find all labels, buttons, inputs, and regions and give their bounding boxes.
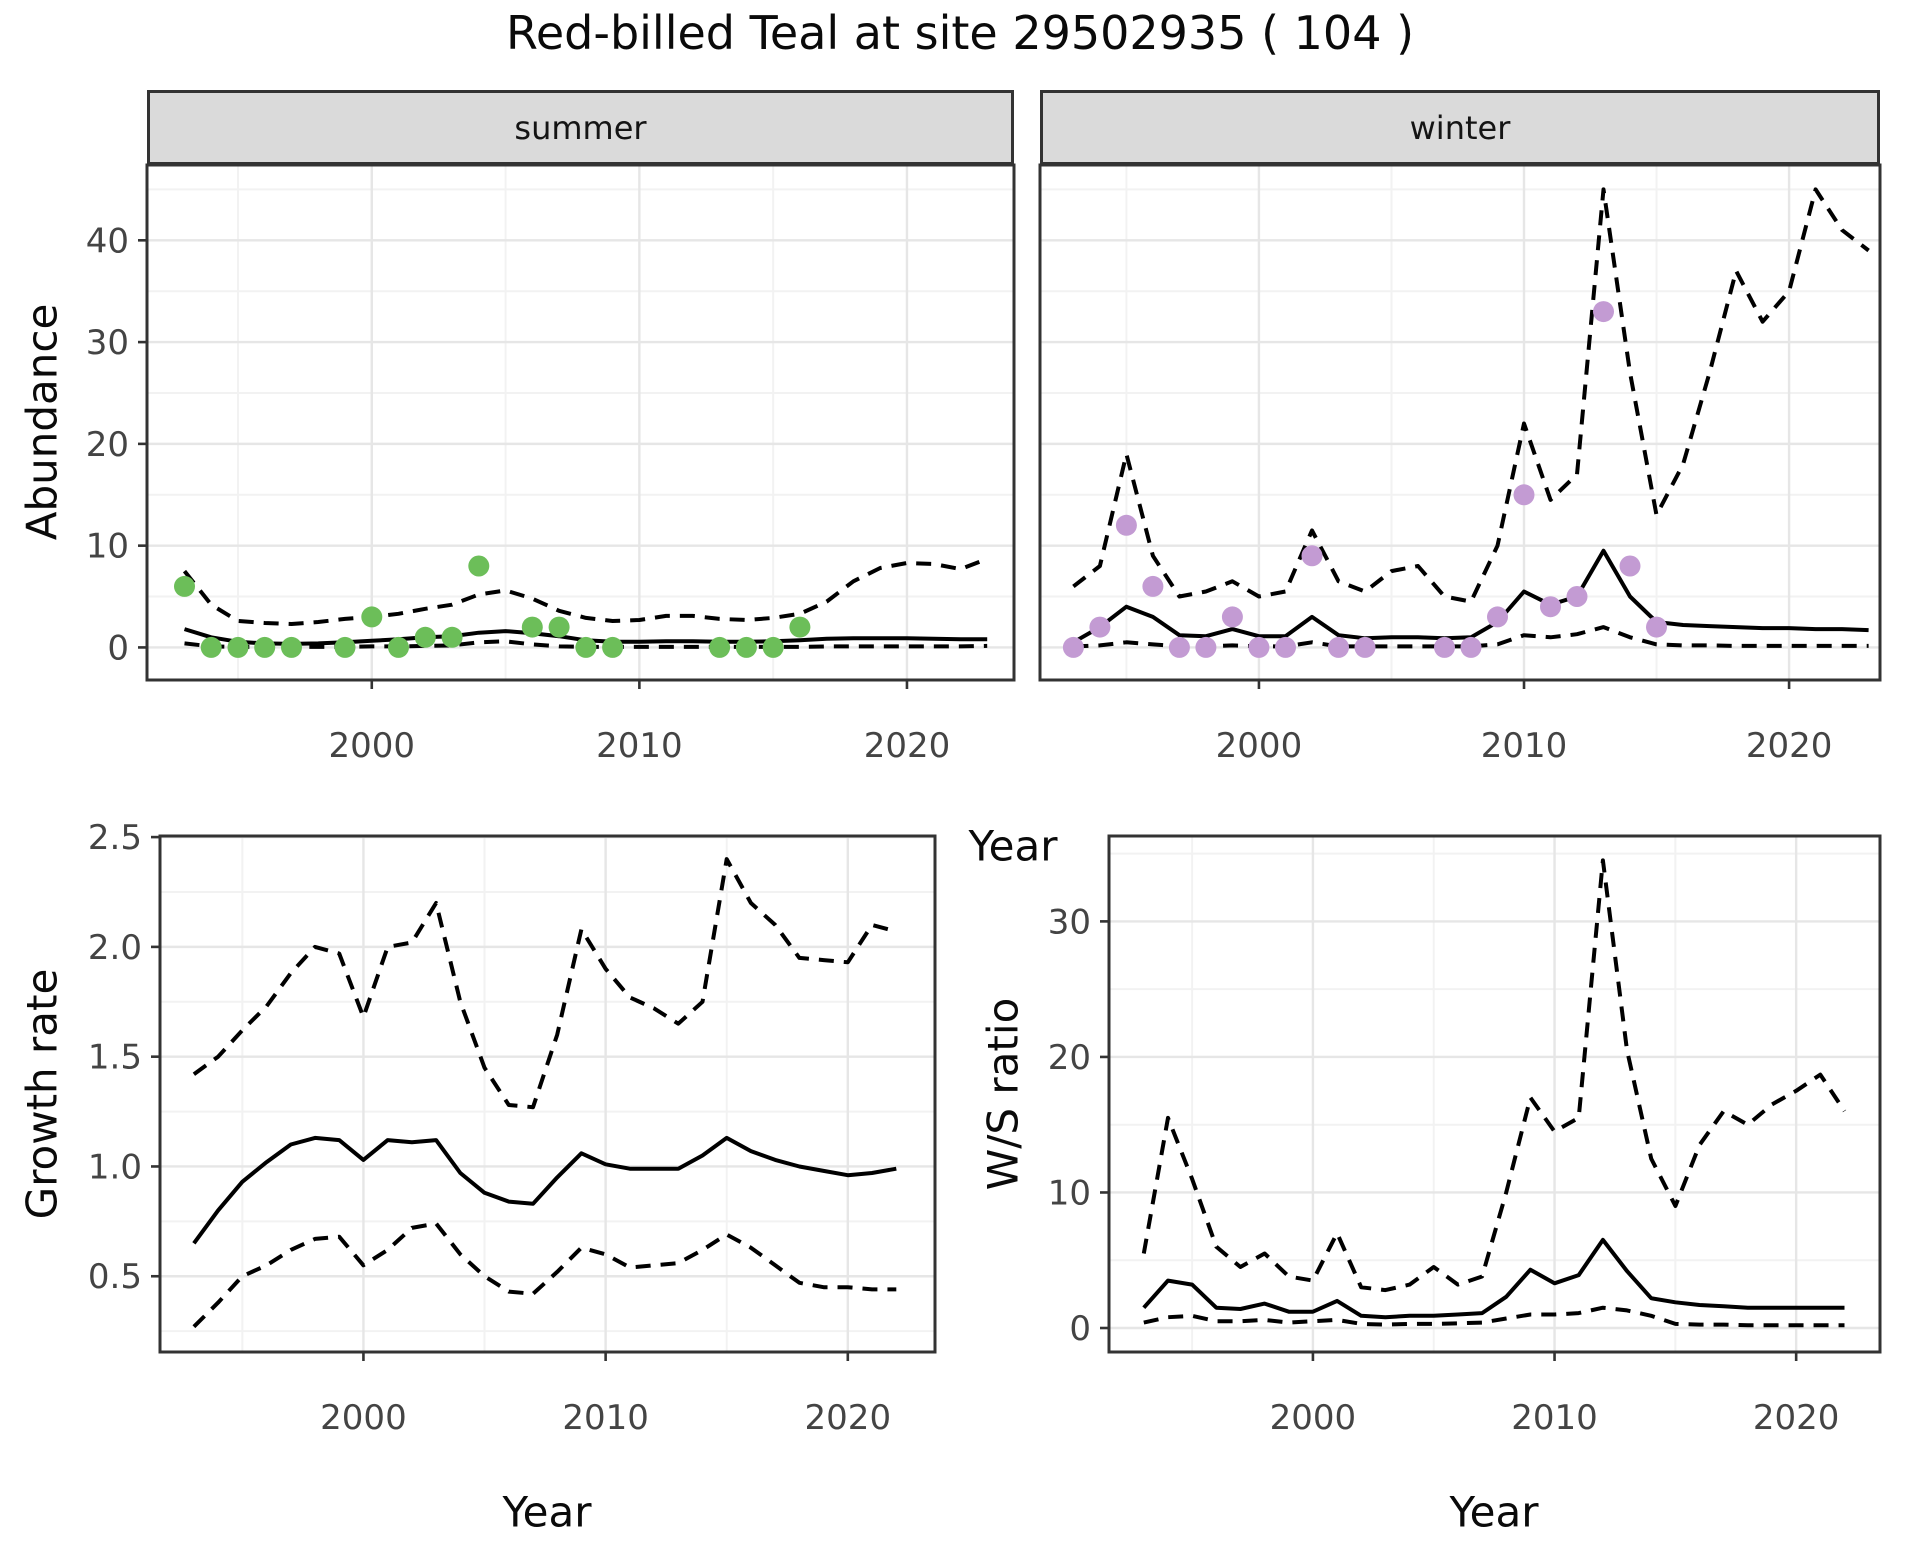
panel-border-ws_ratio bbox=[1107, 834, 1882, 1354]
panel-bg-abundance_summer bbox=[147, 165, 1014, 680]
observed-point-abundance_summer bbox=[441, 626, 463, 648]
observed-point-abundance_winter bbox=[1142, 575, 1164, 597]
observed-point-abundance_summer bbox=[468, 555, 490, 577]
panel-bg-abundance_winter bbox=[1040, 165, 1880, 680]
observed-point-abundance_winter bbox=[1540, 596, 1561, 618]
panel-border-abundance_summer bbox=[145, 163, 1016, 682]
y-tick-label: 20 bbox=[1048, 1038, 1091, 1078]
observed-point-abundance_winter bbox=[1115, 514, 1137, 536]
observed-point-abundance_summer bbox=[735, 636, 757, 658]
observed-point-abundance_winter bbox=[1566, 586, 1588, 607]
observed-point-abundance_summer bbox=[334, 636, 356, 658]
observed-point-abundance_summer bbox=[602, 636, 624, 658]
y-tick-label: 10 bbox=[86, 527, 129, 567]
y-tick-label: 2.5 bbox=[88, 818, 142, 858]
x-axis-title-year-ws: Year bbox=[1449, 1487, 1539, 1537]
x-tick-label: 2000 bbox=[1216, 726, 1303, 766]
observed-point-abundance_summer bbox=[762, 636, 784, 658]
y-tick-label: 30 bbox=[86, 323, 129, 363]
observed-point-abundance_winter bbox=[1328, 636, 1349, 658]
observed-point-abundance_summer bbox=[548, 616, 570, 638]
facet-strip-summer: summer bbox=[147, 90, 1014, 165]
series-line-model_fit-growth_rate bbox=[192, 1135, 897, 1245]
x-tick-label: 2010 bbox=[1511, 1398, 1598, 1438]
observed-point-abundance_winter bbox=[1195, 636, 1217, 658]
x-tick-label: 2020 bbox=[864, 726, 951, 766]
x-tick-label: 2020 bbox=[805, 1398, 892, 1438]
y-tick-label: 40 bbox=[86, 221, 129, 261]
x-tick-label: 2020 bbox=[1746, 726, 1833, 766]
y-axis-title-growth-rate: Growth rate bbox=[17, 968, 67, 1220]
y-tick-label: 20 bbox=[86, 425, 129, 465]
observed-point-abundance_summer bbox=[174, 575, 195, 597]
series-line-upper_95ci-abundance_summer bbox=[182, 557, 988, 626]
observed-point-abundance_winter bbox=[1354, 636, 1376, 658]
observed-point-abundance_summer bbox=[361, 606, 383, 628]
panel-border-growth_rate bbox=[158, 834, 937, 1354]
x-tick-label: 2000 bbox=[320, 1398, 407, 1438]
y-axis-title-ws-ratio: W/S ratio bbox=[978, 997, 1028, 1191]
x-tick-label: 2020 bbox=[1753, 1398, 1840, 1438]
x-tick-label: 2010 bbox=[562, 1398, 649, 1438]
observed-point-abundance_winter bbox=[1460, 636, 1482, 658]
series-line-lower_95ci-growth_rate bbox=[192, 1221, 897, 1329]
observed-point-abundance_summer bbox=[575, 636, 597, 658]
observed-point-abundance_summer bbox=[388, 636, 409, 658]
x-tick-label: 2010 bbox=[596, 726, 683, 766]
x-tick-label: 2000 bbox=[329, 726, 416, 766]
observed-point-abundance_winter bbox=[1434, 636, 1455, 658]
observed-point-abundance_summer bbox=[414, 626, 436, 648]
observed-point-abundance_winter bbox=[1646, 616, 1667, 638]
observed-point-abundance_winter bbox=[1487, 606, 1508, 628]
observed-point-abundance_winter bbox=[1062, 636, 1084, 658]
observed-point-abundance_winter bbox=[1593, 301, 1614, 323]
observed-point-abundance_winter bbox=[1619, 555, 1641, 577]
y-tick-label: 30 bbox=[1048, 902, 1091, 942]
panel-border-abundance_winter bbox=[1038, 163, 1882, 682]
panel-bg-growth_rate bbox=[160, 836, 935, 1352]
observed-point-abundance_winter bbox=[1221, 606, 1243, 628]
series-line-lower_95ci-ws_ratio bbox=[1143, 1305, 1845, 1328]
facet-strip-winter: winter bbox=[1040, 90, 1880, 165]
y-tick-label: 2.0 bbox=[88, 928, 142, 968]
x-tick-label: 2000 bbox=[1270, 1398, 1357, 1438]
observed-point-abundance_summer bbox=[709, 636, 731, 658]
series-line-upper_95ci-abundance_winter bbox=[1072, 187, 1870, 604]
observed-point-abundance_summer bbox=[200, 636, 222, 658]
facet-strip-summer-label: summer bbox=[514, 108, 647, 147]
y-tick-label: 1.5 bbox=[88, 1038, 142, 1078]
y-axis-title-abundance: Abundance bbox=[17, 303, 67, 541]
observed-point-abundance_winter bbox=[1275, 636, 1296, 658]
series-line-upper_95ci-ws_ratio bbox=[1141, 858, 1847, 1293]
series-line-model_fit-ws_ratio bbox=[1142, 1237, 1845, 1320]
x-axis-title-year-top: Year bbox=[968, 821, 1058, 871]
observed-point-abundance_summer bbox=[281, 636, 302, 658]
y-tick-label: 0.5 bbox=[88, 1257, 142, 1297]
x-tick-label: 2010 bbox=[1481, 726, 1568, 766]
facet-strip-winter-label: winter bbox=[1409, 108, 1511, 147]
observed-point-abundance_summer bbox=[227, 636, 249, 658]
y-tick-label: 10 bbox=[1048, 1173, 1091, 1213]
observed-point-abundance_winter bbox=[1248, 636, 1270, 658]
observed-point-abundance_winter bbox=[1301, 545, 1323, 567]
panel-bg-ws_ratio bbox=[1109, 836, 1880, 1352]
observed-point-abundance_summer bbox=[521, 616, 543, 638]
observed-point-abundance_winter bbox=[1513, 484, 1535, 506]
observed-point-abundance_winter bbox=[1089, 616, 1111, 638]
y-tick-label: 1.0 bbox=[88, 1147, 142, 1187]
observed-point-abundance_winter bbox=[1168, 636, 1190, 658]
y-tick-label: 0 bbox=[107, 628, 129, 668]
observed-point-abundance_summer bbox=[789, 616, 811, 638]
observed-point-abundance_summer bbox=[254, 636, 276, 658]
x-axis-title-year-growth: Year bbox=[502, 1487, 592, 1537]
y-tick-label: 0 bbox=[1069, 1309, 1091, 1349]
figure-title: Red-billed Teal at site 29502935 ( 104 ) bbox=[505, 6, 1415, 60]
